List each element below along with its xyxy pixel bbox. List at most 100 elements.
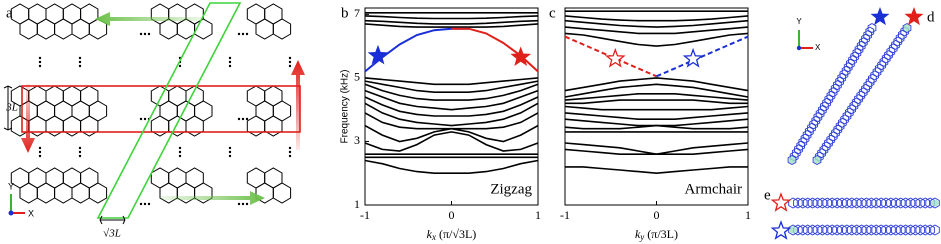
hexagon (851, 224, 862, 236)
band-line (364, 15, 539, 20)
hexagon (817, 224, 828, 236)
hexagon (36, 182, 56, 204)
hot-spot (788, 156, 796, 164)
hexagon (846, 58, 855, 69)
hexagon (842, 224, 852, 236)
panel-label: a (6, 5, 13, 21)
hexagon (802, 197, 813, 209)
hexagon (80, 115, 99, 137)
hexagon (19, 182, 38, 204)
hexagon (915, 197, 926, 209)
hexagon (910, 224, 921, 236)
hexagon (891, 197, 901, 209)
hexagon (866, 197, 877, 209)
ellipsis-dot (139, 32, 143, 36)
axis-y-label: Y (796, 17, 802, 26)
ellipsis-dot (139, 202, 143, 206)
axis-x-label: X (815, 43, 821, 52)
hexagon (837, 72, 847, 83)
hexagon (866, 224, 877, 236)
y-tick-label: 1 (354, 197, 360, 211)
hexagon (817, 197, 828, 209)
band-line (564, 105, 749, 111)
hexagon (850, 51, 860, 62)
hexagon (837, 224, 847, 236)
hexagon (876, 197, 886, 209)
band-line (364, 102, 539, 127)
band-line (364, 159, 539, 174)
hexagon (807, 122, 816, 133)
arrow (21, 84, 35, 153)
hexagon (820, 101, 829, 112)
band-line (564, 32, 749, 47)
ellipsis-dot (38, 64, 42, 68)
hexagon (817, 105, 827, 116)
hexagon (272, 18, 292, 40)
hexagon (915, 224, 926, 236)
x-tick-label: -1 (560, 208, 570, 222)
hexagon (788, 224, 798, 236)
hexagon (28, 115, 47, 137)
hexagon (804, 126, 814, 137)
hexagon (264, 115, 283, 137)
hexagon (828, 87, 838, 98)
axis-origin (8, 210, 14, 216)
ellipsis-dot (245, 202, 249, 206)
hexagon (846, 224, 857, 236)
x-axis-label-part: (π/√3L) (439, 227, 476, 241)
ellipsis-dot (178, 154, 182, 158)
hexagon (827, 197, 837, 209)
panel-label: e (764, 187, 771, 203)
axis-origin (796, 45, 802, 51)
ellipsis-dot (237, 202, 241, 206)
hexagon (895, 197, 906, 209)
hexagon (809, 119, 818, 130)
hexagon (185, 115, 204, 137)
hexagon (871, 197, 882, 209)
ellipsis-dot (288, 64, 292, 68)
ellipsis-dot (241, 202, 245, 206)
ellipsis-dot (237, 117, 241, 121)
star (870, 7, 890, 26)
ellipsis-dot (228, 154, 232, 158)
ellipsis-dot (228, 146, 232, 150)
hexagon (54, 18, 73, 40)
x-axis-label-part: y (639, 232, 644, 242)
hexagon (865, 26, 875, 37)
band-line (564, 19, 749, 28)
ellipsis-dot (288, 56, 292, 60)
hexagon (837, 197, 847, 209)
hexagon (194, 182, 213, 204)
hexagon (793, 197, 803, 209)
hexagon (832, 197, 842, 209)
hexagon (246, 115, 266, 137)
ellipsis-dot (78, 64, 82, 68)
hexagon (841, 65, 851, 76)
ellipsis-dot (245, 117, 249, 121)
hexagon (807, 197, 818, 209)
hexagon (807, 224, 818, 236)
x-tick-label: 0 (654, 208, 660, 222)
panel-label: d (927, 9, 935, 25)
hexagon (861, 197, 872, 209)
hexagon (62, 115, 82, 137)
ellipsis-dot (228, 56, 232, 60)
plot-frame (364, 7, 539, 206)
y-tick-label: 5 (354, 70, 360, 84)
x-tick-label: 1 (745, 208, 751, 222)
band-line (564, 112, 749, 120)
hexagon (798, 137, 808, 148)
ellipsis-dot (38, 146, 42, 150)
hexagon (902, 22, 912, 34)
band-line (364, 19, 539, 25)
hot-spot (789, 226, 797, 234)
band-line (564, 93, 749, 101)
ellipsis-dot (147, 32, 151, 36)
hexagon (798, 224, 808, 236)
hexagon (19, 18, 38, 40)
hexagon (925, 224, 935, 236)
ellipsis-dot (288, 150, 292, 154)
hexagon (856, 40, 866, 51)
ellipsis-dot (147, 202, 151, 206)
ellipsis-dot (78, 150, 82, 154)
